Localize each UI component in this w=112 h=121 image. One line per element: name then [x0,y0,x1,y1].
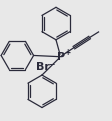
Text: Br: Br [36,62,50,72]
Text: −: − [48,60,54,69]
Text: +: + [64,48,70,57]
Text: P: P [57,52,65,62]
